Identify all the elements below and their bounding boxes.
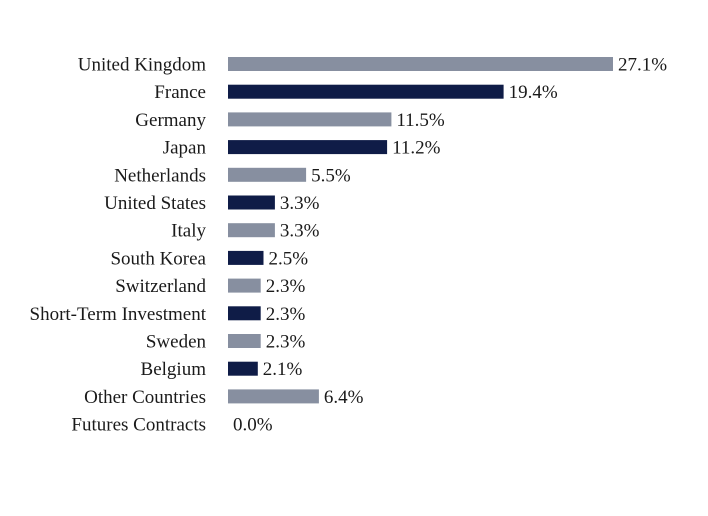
category-label: Switzerland bbox=[115, 276, 206, 297]
category-label: United States bbox=[104, 193, 206, 214]
bar-short-term-investment bbox=[228, 306, 261, 321]
bar-switzerland bbox=[228, 278, 261, 293]
category-label: United Kingdom bbox=[78, 55, 206, 76]
value-label: 2.1% bbox=[263, 359, 303, 380]
category-label: Germany bbox=[135, 110, 206, 131]
category-labels-group: United Kingdom France Germany Japan Netherla… bbox=[30, 55, 207, 436]
value-label: 2.5% bbox=[269, 248, 309, 269]
value-label: 3.3% bbox=[280, 221, 320, 242]
category-label: Netherlands bbox=[114, 165, 206, 186]
bar-united-kingdom bbox=[228, 57, 613, 71]
value-label: 3.3% bbox=[280, 193, 320, 214]
bars-group bbox=[228, 57, 613, 404]
value-labels-group: 27.1% 19.4% 11.5% 11.2% 5.5% 3.3% 3.3% 2.5% 2.3%… bbox=[233, 55, 667, 436]
category-label: Belgium bbox=[141, 359, 207, 380]
bar-sweden bbox=[228, 334, 261, 348]
value-label: 2.3% bbox=[266, 304, 306, 325]
bar-united-states bbox=[228, 195, 275, 210]
category-label: Other Countries bbox=[84, 387, 206, 408]
category-label: South Korea bbox=[110, 248, 206, 269]
value-label: 2.3% bbox=[266, 332, 306, 353]
category-label: Futures Contracts bbox=[71, 415, 206, 436]
category-label: Sweden bbox=[146, 332, 207, 353]
value-label: 0.0% bbox=[233, 415, 273, 436]
bar-germany bbox=[228, 112, 392, 127]
bar-netherlands bbox=[228, 167, 307, 182]
value-label: 11.5% bbox=[396, 110, 445, 131]
bar-france bbox=[228, 84, 504, 99]
value-label: 5.5% bbox=[311, 165, 351, 186]
category-label: France bbox=[154, 82, 206, 103]
bar-belgium bbox=[228, 361, 258, 376]
value-label: 27.1% bbox=[618, 55, 667, 76]
category-label: Japan bbox=[163, 138, 207, 159]
bar-japan bbox=[228, 140, 388, 155]
value-label: 2.3% bbox=[266, 276, 306, 297]
value-label: 11.2% bbox=[392, 138, 441, 159]
bar-other-countries bbox=[228, 389, 319, 404]
category-label: Short-Term Investment bbox=[30, 304, 207, 325]
category-label: Italy bbox=[171, 221, 206, 242]
value-label: 19.4% bbox=[509, 82, 558, 103]
bar-italy bbox=[228, 223, 275, 238]
value-label: 6.4% bbox=[324, 387, 364, 408]
bar-south-korea bbox=[228, 250, 264, 265]
